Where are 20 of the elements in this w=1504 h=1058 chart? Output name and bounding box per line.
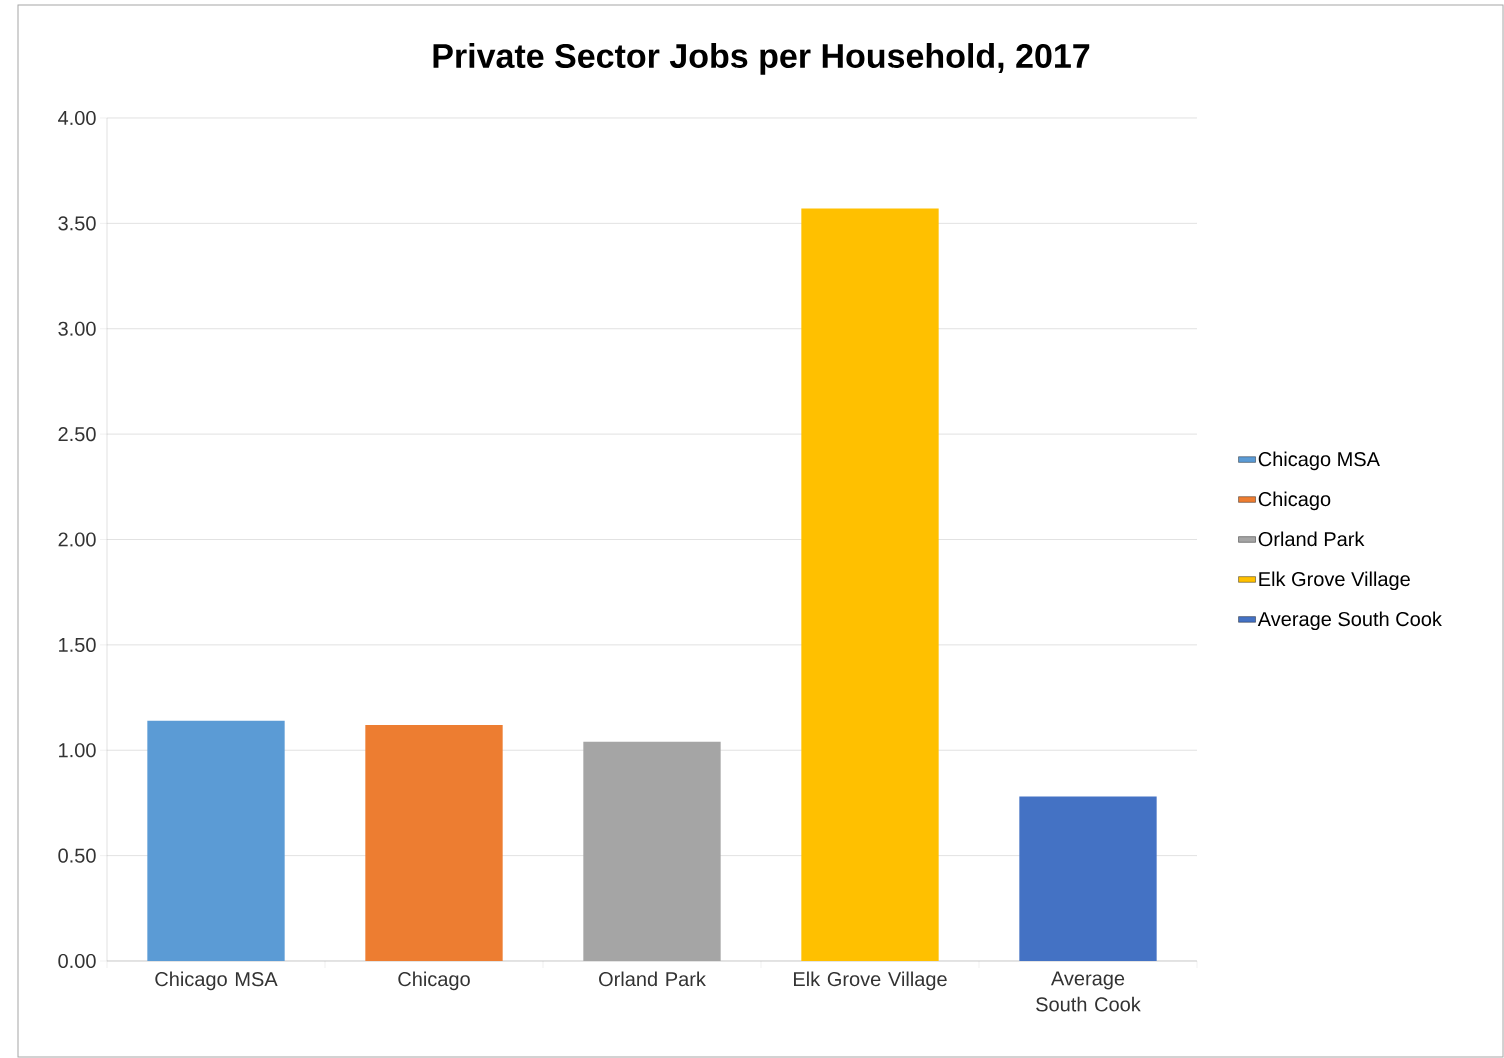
chart-title: Private Sector Jobs per Household, 2017 [433, 43, 1090, 75]
legend-label: Average South Cook [1257, 611, 1442, 631]
y-tick-label: 1.50 [59, 637, 96, 652]
legend-label: Elk Grove Village [1259, 571, 1410, 591]
y-tick-label: 1.00 [59, 743, 96, 758]
x-tick-label: Chicago MSA [155, 971, 278, 991]
y-tick-label: 3.50 [58, 216, 96, 231]
y-tick-label: 3.00 [58, 321, 96, 336]
legend-label: Chicago [1258, 491, 1331, 511]
x-tick-label: Elk Grove Village [794, 971, 947, 991]
x-tick-label: Orland Park [599, 971, 706, 987]
x-tick-label: Average South Cook [1036, 971, 1141, 1012]
y-tick-label: 4.00 [58, 110, 96, 126]
y-tick-label: 0.00 [58, 953, 96, 969]
legend-label: Chicago MSA [1258, 451, 1380, 471]
x-tick-label: Chicago [398, 971, 470, 991]
y-tick-label: 2.00 [58, 532, 96, 547]
y-tick-label: 0.50 [58, 848, 96, 863]
legend-label: Orland Park [1258, 531, 1365, 547]
y-tick-label: 2.50 [58, 427, 96, 442]
